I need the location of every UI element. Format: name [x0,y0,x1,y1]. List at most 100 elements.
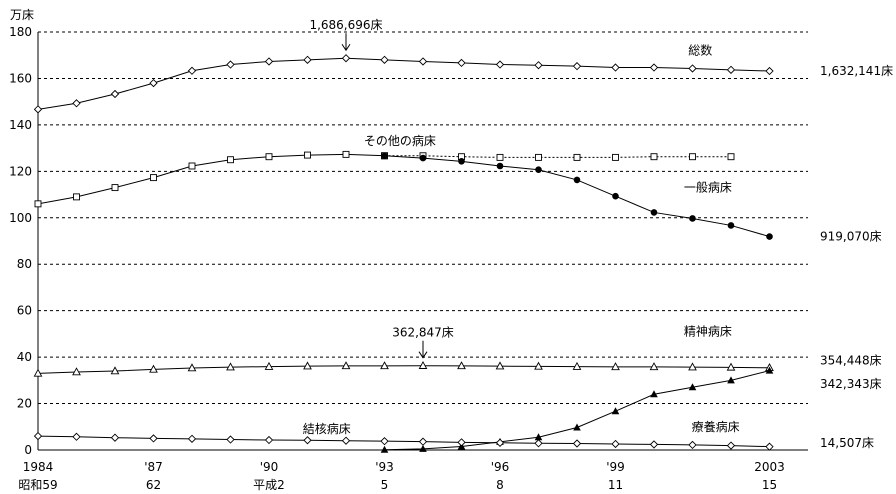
end-value-label: 919,070床 [820,230,882,244]
data-point [765,442,774,451]
data-point [149,78,158,88]
y-tick-label: 40 [17,350,32,364]
data-point [650,153,658,161]
data-point [226,362,235,371]
series [33,54,774,114]
y-tick-label: 100 [9,211,32,225]
data-point [535,153,542,161]
data-point [573,423,581,431]
data-point [381,152,388,160]
data-point [611,407,620,415]
data-point [534,433,543,441]
data-point [380,437,389,446]
data-point [149,434,158,443]
data-point [264,57,274,66]
data-point [649,440,659,449]
data-point [72,432,81,441]
data-point [150,174,157,182]
series-line [384,155,770,238]
y-tick-label: 180 [9,25,32,39]
x-tick-label-japanese: 昭和59 [18,478,57,492]
data-point [341,436,351,445]
data-point [688,64,697,73]
x-tick-label: '90 [260,460,279,474]
series-line [37,435,770,448]
data-point [227,156,234,164]
data-point [303,55,312,65]
data-point [572,361,582,370]
data-point [111,184,119,192]
data-point [341,361,351,370]
y-tick-label: 140 [9,118,32,132]
data-point [572,62,582,71]
data-point [72,367,81,376]
data-point [110,433,120,442]
data-point [765,366,774,374]
data-point [264,361,274,370]
data-point [611,439,620,449]
data-point [534,361,543,370]
data-point [535,166,542,174]
data-point [73,193,80,201]
data-point [418,360,428,369]
data-point [649,63,659,72]
data-point [380,361,389,370]
data-point [72,99,81,108]
series-line [37,57,770,110]
y-tick-label: 120 [9,164,32,178]
data-point [33,105,43,114]
data-point [457,438,466,447]
data-point [495,361,505,370]
data-point [495,60,505,69]
data-point [534,439,543,448]
data-point [726,65,736,74]
x-tick-label: '96 [491,460,510,474]
data-point [187,434,197,443]
data-point [265,153,273,161]
data-point [264,435,274,445]
annotation-label: 1,686,696床 [309,18,382,32]
end-value-label: 354,448床 [820,354,882,368]
x-tick-label-japanese: 平成2 [253,478,285,492]
data-point [495,438,505,447]
x-tick-label: '87 [144,460,163,474]
data-point [726,441,736,450]
data-point [34,200,42,208]
series-name-label: 総数 [688,43,712,58]
x-tick-label-japanese: 15 [762,478,777,492]
x-tick-label: 1984 [23,460,54,474]
data-point [726,362,736,371]
data-point [418,57,428,66]
series [381,152,773,240]
data-point [226,60,235,69]
data-point [727,376,735,384]
data-point [689,153,696,161]
data-point [688,383,697,391]
series-line [37,365,770,374]
series-group [33,54,774,453]
annotation-arrow-head [418,351,428,359]
series [33,360,774,377]
data-point [187,363,197,372]
data-point [612,192,619,200]
y-tick-label: 80 [17,257,32,271]
end-value-label: 1,632,141床 [820,64,893,78]
end-value-label: 14,507床 [820,436,874,450]
data-point [534,61,543,70]
x-tick-label-japanese: 11 [608,478,623,492]
data-point [650,209,658,216]
data-point [496,153,504,161]
x-tick-label-japanese: 8 [496,478,504,492]
data-point [765,66,774,76]
data-point [688,362,697,371]
y-axis-ticks: 0 20 40 60 80 100 120 140 160 180 [9,25,32,457]
data-point [149,364,158,373]
series [33,431,774,451]
data-point [187,66,197,75]
y-tick-label: 20 [17,397,32,411]
annotation-arrow-head [341,43,351,52]
x-tick-label: '93 [375,460,394,474]
data-point [573,176,581,184]
data-point [188,162,196,170]
